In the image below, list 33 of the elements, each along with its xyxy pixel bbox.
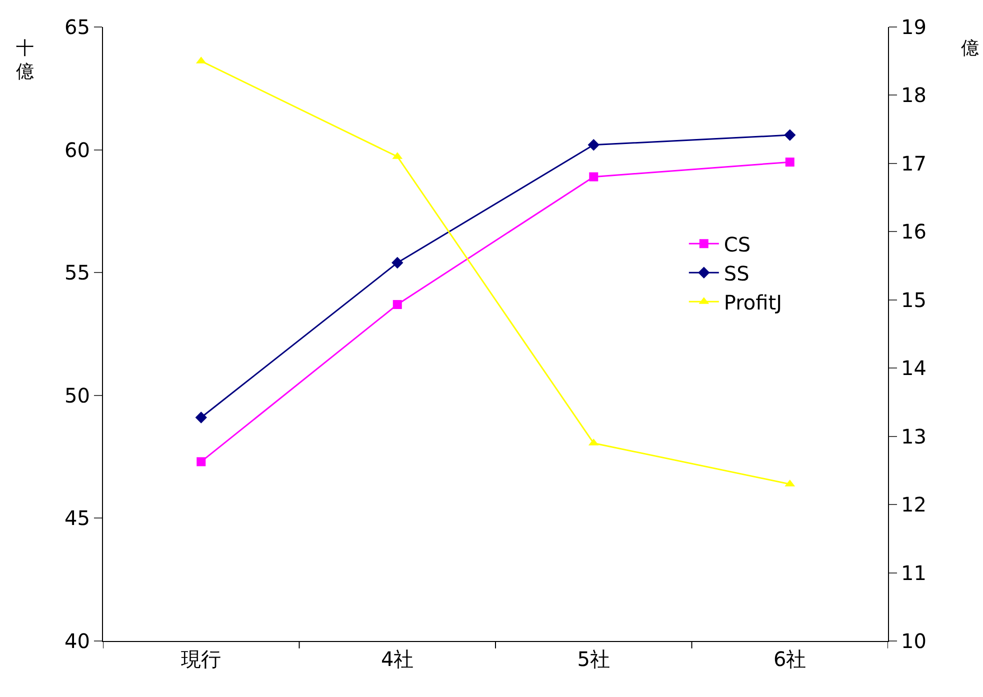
point [589,172,598,182]
y2-tick-label: 18 [901,83,926,108]
y2-tick-label: 16 [901,220,926,244]
y2-tick-label: 15 [901,288,926,312]
y2-tick-label: 10 [901,629,926,653]
x-tick-label: 4社 [381,647,414,671]
y2-tick-label: 12 [901,492,926,517]
point [392,256,404,269]
y-axis-title: 十億 [16,38,34,82]
point [784,129,796,141]
point [588,139,600,151]
x-tick-label: 現行 [181,647,222,671]
x-tick-label: 5社 [577,647,610,671]
y-tick-label: 50 [64,383,90,408]
y2-tick-label: 11 [901,560,926,585]
y2-tick-label: 19 [901,15,926,39]
y2-tick-label: 17 [901,151,926,176]
y-tick-label: 40 [64,629,90,653]
y2-tick-label: 14 [901,356,926,380]
x-tick-label: 6社 [774,647,806,671]
point [785,158,794,167]
y-tick-label: 60 [64,138,90,162]
y-tick-label: 45 [64,506,90,530]
legend-label: ProfitJ [724,290,782,314]
point [392,300,402,310]
point [196,457,206,466]
legend-label: CS [724,232,751,256]
y2-tick-label: 13 [901,424,926,448]
point [195,412,207,424]
y-tick-label: 55 [64,260,90,285]
y2-axis-title: 億 [961,38,979,59]
y-tick-label: 65 [64,15,90,39]
legend-label: SS [724,261,750,286]
